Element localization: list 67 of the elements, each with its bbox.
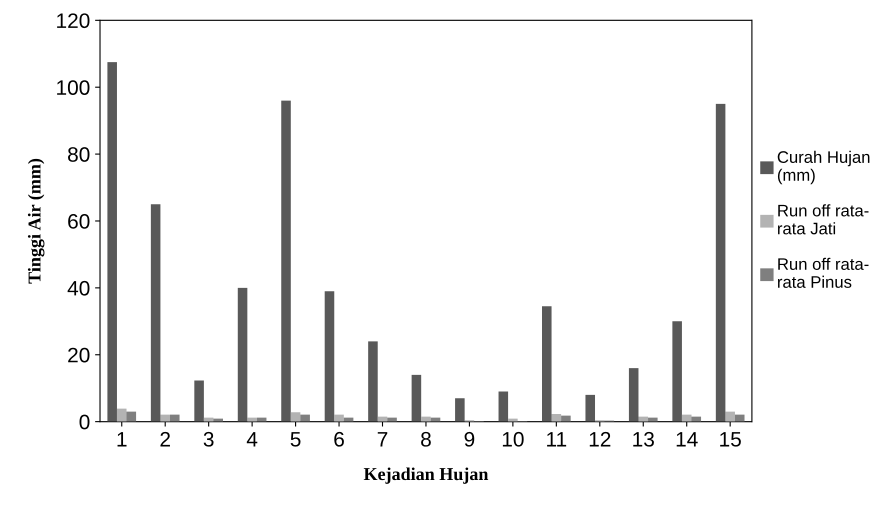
y-tick-label: 20	[68, 348, 90, 363]
legend-label: Run off rata-rata Jati	[778, 204, 869, 234]
bar	[368, 341, 378, 422]
x-tick-label: 11	[547, 432, 566, 446]
x-tick-label: 2	[160, 432, 170, 446]
x-axis-title: Kejadian Hujan	[364, 467, 488, 484]
bar	[256, 418, 266, 422]
bar	[585, 394, 596, 422]
bar	[170, 414, 180, 422]
bar	[116, 408, 127, 422]
bar	[716, 104, 726, 422]
x-tick-label: 1	[118, 432, 127, 446]
bar	[160, 414, 170, 422]
bar	[421, 416, 431, 422]
bar	[247, 418, 257, 422]
y-axis-title: Tinggi Air (mm)	[28, 158, 44, 284]
bar	[213, 418, 224, 422]
bar	[387, 418, 397, 422]
x-tick-label: 10	[502, 432, 524, 447]
bar	[324, 291, 334, 422]
bar	[552, 414, 562, 422]
bar	[638, 416, 648, 422]
y-tick-label: 120	[57, 13, 90, 28]
bar	[725, 412, 735, 422]
x-tick-label: 6	[334, 432, 344, 447]
y-tick-label: 100	[57, 80, 90, 95]
y-tick-label: 40	[68, 280, 90, 296]
y-tick-label: 0	[80, 414, 90, 430]
bar	[734, 414, 745, 422]
x-tick-label: 15	[720, 432, 741, 447]
bar	[238, 288, 248, 422]
x-tick-label: 12	[590, 432, 610, 446]
y-tick-label: 60	[68, 214, 90, 229]
bar	[542, 306, 552, 422]
bar	[194, 380, 204, 422]
x-tick-label: 14	[676, 432, 698, 446]
x-tick-label: 7	[378, 432, 388, 446]
bar	[648, 418, 658, 422]
bar	[628, 368, 638, 422]
bar	[204, 418, 214, 422]
bar	[126, 412, 136, 422]
bar	[455, 398, 465, 422]
bar	[508, 418, 518, 422]
y-tick-label: 80	[68, 147, 90, 162]
bar	[672, 321, 682, 422]
legend-label: Run off rata-rata Pinus	[778, 258, 869, 288]
bar	[281, 100, 291, 422]
bar	[430, 418, 440, 422]
bar	[334, 414, 344, 422]
x-tick-label: 5	[290, 432, 301, 447]
bar	[378, 416, 388, 422]
bar	[561, 416, 571, 422]
x-tick-label: 8	[421, 432, 431, 447]
bar	[412, 374, 422, 422]
x-tick-label: 9	[464, 432, 474, 447]
x-tick-label: 3	[204, 432, 214, 447]
bar	[498, 392, 508, 422]
bar	[290, 412, 300, 422]
bar	[344, 418, 354, 422]
bar	[692, 416, 702, 422]
bar	[682, 414, 692, 422]
x-tick-label: 4	[246, 432, 258, 446]
legend-label: Curah Hujan (mm)	[778, 150, 870, 184]
bar	[107, 62, 117, 422]
x-tick-label: 13	[633, 432, 654, 447]
bar	[300, 414, 310, 422]
bar	[150, 204, 160, 422]
